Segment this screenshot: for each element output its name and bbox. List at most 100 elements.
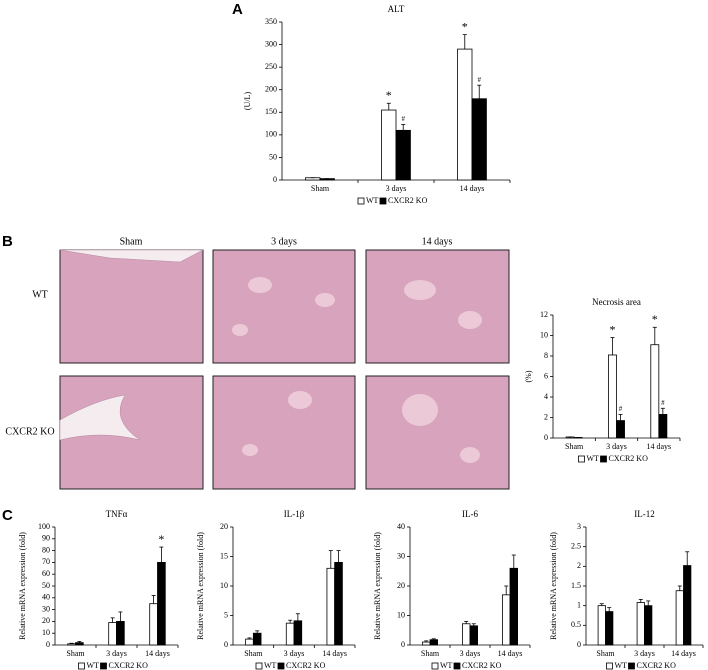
column-label: 14 days [422, 236, 453, 247]
panel-label: A [232, 1, 243, 18]
bar [149, 603, 158, 646]
y-tick-label: 100 [265, 130, 277, 139]
bar [608, 354, 617, 439]
legend-swatch [357, 197, 365, 205]
chart-title: TNFα [106, 509, 128, 519]
bar [157, 562, 166, 646]
x-tick-label: Sham [565, 442, 584, 451]
y-tick-label: 20 [220, 522, 228, 531]
legend-label: CXCR2 KO [462, 661, 502, 670]
y-tick-label: 0.5 [571, 620, 581, 629]
legend-swatch [78, 662, 85, 670]
lesion [232, 324, 248, 336]
x-tick-label: 14 days [671, 649, 696, 658]
histology-image [59, 249, 204, 364]
legend-swatch [277, 662, 285, 670]
y-tick-label: 10 [42, 628, 50, 637]
chart-title: Necrosis area [592, 297, 641, 307]
y-tick-label: 70 [42, 557, 50, 566]
y-tick-label: 50 [42, 581, 50, 590]
panel-label: B [2, 233, 13, 250]
y-tick-label: 40 [397, 522, 405, 531]
y-tick-label: 3 [577, 522, 581, 531]
legend-swatch [100, 662, 107, 670]
histology-image [212, 375, 356, 490]
legend-label: CXCR2 KO [609, 454, 649, 463]
y-tick-label: 90 [42, 534, 50, 543]
x-tick-label: Sham [66, 649, 85, 658]
y-tick-label: 10 [220, 581, 228, 590]
bar [658, 414, 668, 439]
vessel [59, 394, 141, 441]
significance-mark: * [609, 322, 615, 336]
y-tick-label: 12 [540, 310, 548, 319]
y-tick-label: 5 [224, 610, 228, 619]
y-tick-label: 60 [42, 569, 50, 578]
x-tick-label: 3 days [106, 649, 127, 658]
bar [650, 344, 660, 439]
x-tick-label: 3 days [606, 442, 627, 451]
bar [67, 643, 76, 646]
bar [326, 567, 336, 646]
legend-label: WT [440, 661, 453, 670]
legend-label: WT [87, 661, 100, 670]
y-axis-label: Relative mRNA expression (fold) [373, 532, 382, 640]
bar [675, 590, 684, 646]
y-tick-label: 250 [265, 62, 277, 71]
x-tick-label: 3 days [284, 649, 305, 658]
x-tick-label: 14 days [498, 649, 523, 658]
significance-mark: * [462, 19, 468, 33]
lesion [460, 447, 480, 463]
bar [245, 638, 254, 646]
legend-swatch [431, 662, 439, 670]
legend-swatch [255, 662, 263, 670]
bar [395, 129, 411, 181]
lesion [458, 311, 482, 329]
lesion [404, 280, 436, 300]
tissue-edge [59, 249, 204, 263]
y-tick-label: 15 [220, 551, 228, 560]
y-tick-label: 40 [42, 593, 50, 602]
y-tick-label: 200 [265, 85, 277, 94]
lesion [288, 391, 312, 409]
chart-title: IL-6 [462, 509, 478, 519]
y-tick-label: 10 [397, 610, 405, 619]
legend-label: WT [264, 661, 277, 670]
legend-label: CXCR2 KO [286, 661, 326, 670]
row-label: CXCR2 KO [5, 426, 54, 437]
legend-label: CXCR2 KO [388, 196, 428, 205]
y-tick-label: 30 [42, 604, 50, 613]
significance-mark: # [401, 115, 405, 123]
bar [334, 562, 343, 646]
y-axis-label: Relative mRNA expression (fold) [18, 532, 27, 640]
y-axis-label: (%) [524, 370, 533, 382]
y-tick-label: 0 [224, 640, 228, 649]
bar [469, 625, 478, 646]
bar [636, 602, 645, 646]
significance-mark: * [386, 88, 392, 102]
lesion [402, 394, 438, 426]
x-tick-label: Sham [244, 649, 263, 658]
significance-mark: # [619, 405, 623, 413]
bar [597, 605, 606, 646]
legend-swatch [578, 455, 585, 463]
chart-title: IL-1β [284, 509, 305, 519]
bar [461, 623, 471, 646]
bar [616, 420, 625, 439]
x-tick-label: Sham [596, 649, 615, 658]
y-tick-label: 300 [265, 39, 277, 48]
y-tick-label: 8 [544, 351, 548, 360]
bar [285, 622, 295, 646]
y-tick-label: 0 [544, 433, 548, 442]
legend-swatch [628, 662, 635, 670]
x-tick-label: Sham [421, 649, 440, 658]
legend-swatch [379, 197, 387, 205]
bar [644, 605, 653, 646]
y-tick-label: 2.5 [571, 541, 581, 550]
x-tick-label: 3 days [634, 649, 655, 658]
y-tick-label: 1 [577, 600, 581, 609]
x-tick-label: Sham [311, 184, 330, 193]
chart-title: ALT [388, 4, 405, 14]
legend-label: WT [366, 196, 379, 205]
y-tick-label: 2 [577, 561, 581, 570]
